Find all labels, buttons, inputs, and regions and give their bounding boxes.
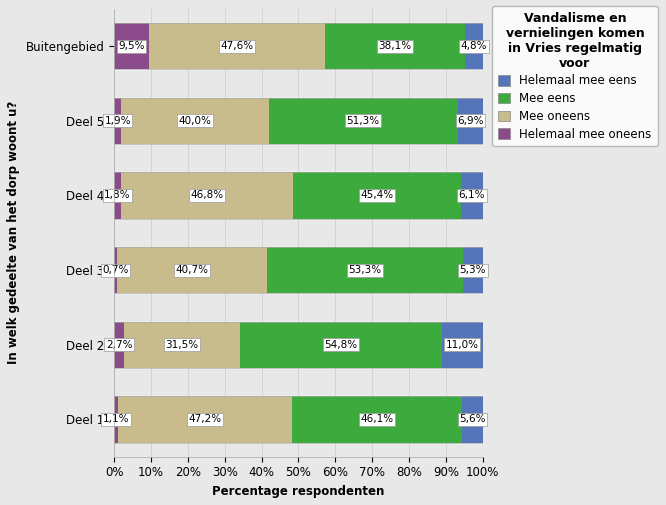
Text: 54,8%: 54,8% xyxy=(324,340,358,350)
Bar xyxy=(240,322,442,368)
Bar xyxy=(117,247,266,293)
Text: 1,8%: 1,8% xyxy=(104,190,131,200)
Text: 5,3%: 5,3% xyxy=(460,265,486,275)
Bar xyxy=(114,172,483,219)
Text: 11,0%: 11,0% xyxy=(446,340,479,350)
Text: 51,3%: 51,3% xyxy=(346,116,380,126)
Text: 46,8%: 46,8% xyxy=(190,190,224,200)
Bar xyxy=(442,322,483,368)
Text: 6,9%: 6,9% xyxy=(457,116,484,126)
Text: 38,1%: 38,1% xyxy=(378,41,412,51)
Text: 53,3%: 53,3% xyxy=(348,265,382,275)
X-axis label: Percentage respondenten: Percentage respondenten xyxy=(212,485,384,498)
Bar xyxy=(114,322,124,368)
Legend: Helemaal mee eens, Mee eens, Mee oneens, Helemaal mee oneens: Helemaal mee eens, Mee eens, Mee oneens,… xyxy=(492,6,657,146)
Bar xyxy=(114,23,483,69)
Text: 0,7%: 0,7% xyxy=(102,265,129,275)
Bar xyxy=(149,23,324,69)
Bar xyxy=(324,23,465,69)
Bar xyxy=(121,97,268,144)
Bar xyxy=(114,322,483,368)
Bar xyxy=(293,172,461,219)
Bar xyxy=(114,97,483,144)
Y-axis label: In welk gedeelte van het dorp woont u?: In welk gedeelte van het dorp woont u? xyxy=(7,101,20,365)
Bar xyxy=(463,247,483,293)
Bar xyxy=(268,97,458,144)
Text: 47,2%: 47,2% xyxy=(188,415,222,424)
Text: 2,7%: 2,7% xyxy=(106,340,133,350)
Bar xyxy=(124,322,240,368)
Bar xyxy=(118,396,292,442)
Bar xyxy=(121,172,293,219)
Text: 6,1%: 6,1% xyxy=(459,190,485,200)
Text: 1,1%: 1,1% xyxy=(103,415,129,424)
Bar xyxy=(114,172,483,219)
Text: 31,5%: 31,5% xyxy=(166,340,198,350)
Text: 47,6%: 47,6% xyxy=(220,41,253,51)
Text: 40,7%: 40,7% xyxy=(175,265,208,275)
Bar xyxy=(465,23,483,69)
Bar xyxy=(114,23,483,69)
Bar xyxy=(114,396,483,442)
Bar xyxy=(114,23,149,69)
Text: 40,0%: 40,0% xyxy=(178,116,211,126)
Bar xyxy=(292,396,462,442)
Bar xyxy=(462,396,483,442)
Bar xyxy=(114,396,118,442)
Bar xyxy=(266,247,463,293)
Bar xyxy=(114,247,483,293)
Bar xyxy=(461,172,483,219)
Text: 45,4%: 45,4% xyxy=(360,190,394,200)
Bar xyxy=(114,172,121,219)
Text: 5,6%: 5,6% xyxy=(459,415,486,424)
Bar xyxy=(114,247,117,293)
Bar xyxy=(114,97,121,144)
Bar xyxy=(458,97,483,144)
Text: 9,5%: 9,5% xyxy=(119,41,145,51)
Text: 46,1%: 46,1% xyxy=(360,415,394,424)
Bar xyxy=(114,247,483,293)
Text: 1,9%: 1,9% xyxy=(105,116,131,126)
Text: 4,8%: 4,8% xyxy=(461,41,487,51)
Bar xyxy=(114,396,483,442)
Bar xyxy=(114,322,483,368)
Bar xyxy=(114,97,483,144)
